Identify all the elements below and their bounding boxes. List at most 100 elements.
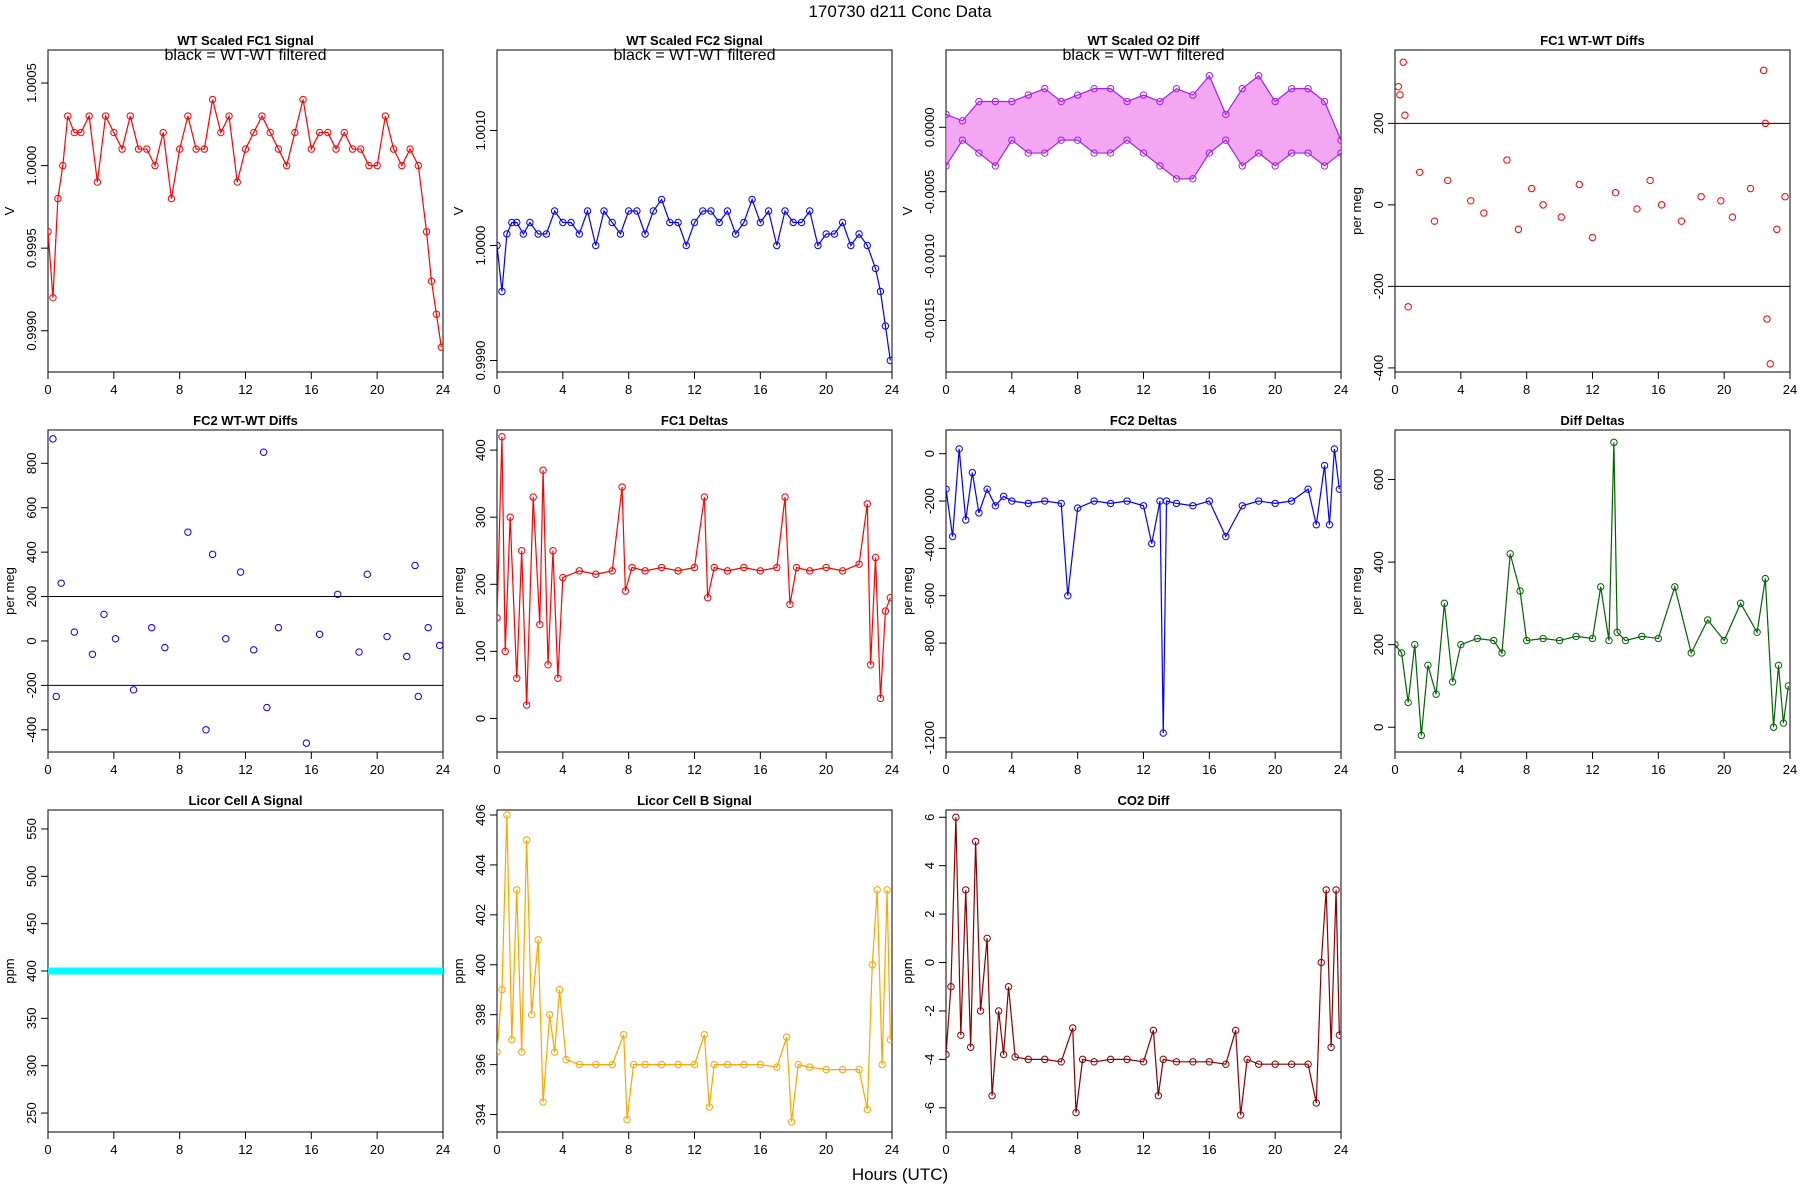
data-point <box>1106 84 1115 93</box>
data-point <box>192 145 200 153</box>
data-point <box>886 356 892 365</box>
y-tick-label: 0 <box>24 637 39 644</box>
x-tick-label: 24 <box>436 1142 450 1157</box>
data-point <box>855 230 863 238</box>
x-tick-label: 24 <box>885 762 899 777</box>
data-point <box>1399 58 1407 66</box>
data-point <box>513 218 521 227</box>
data-point <box>52 692 60 701</box>
data-point <box>389 145 398 153</box>
data-point <box>958 136 967 144</box>
x-tick-label: 24 <box>1334 762 1348 777</box>
x-tick-label: 16 <box>753 382 767 397</box>
data-point <box>526 218 534 227</box>
data-point <box>332 145 340 153</box>
data-point <box>1064 592 1072 600</box>
data-point <box>1304 149 1312 157</box>
plot-data <box>1395 438 1790 740</box>
data-point <box>544 661 552 669</box>
data-point <box>49 293 57 302</box>
x-tick-label: 8 <box>1523 762 1530 777</box>
data-point <box>710 1060 718 1069</box>
y-tick-label: 0 <box>1371 724 1386 731</box>
data-point <box>217 128 225 137</box>
y-axis-label: V <box>2 206 17 215</box>
data-point <box>1597 583 1605 591</box>
data-point <box>789 218 797 227</box>
data-point <box>946 162 950 170</box>
y-tick-label: 100 <box>473 641 488 663</box>
x-tick-label: 16 <box>753 1142 767 1157</box>
panel-title: FC2 Deltas <box>1110 413 1177 428</box>
panel-title: Licor Cell A Signal <box>189 793 303 808</box>
data-point <box>1069 1024 1077 1032</box>
y-tick-label: 300 <box>24 1055 39 1077</box>
data-point <box>1411 640 1419 649</box>
x-tick-label: 12 <box>1136 762 1150 777</box>
y-tick-label: -4 <box>922 1054 937 1066</box>
data-point <box>324 128 332 137</box>
data-point <box>1123 136 1131 144</box>
panel-title: Diff Deltas <box>1560 413 1624 428</box>
y-tick-label: 404 <box>473 854 488 876</box>
data-point <box>1671 583 1679 591</box>
plot-data <box>49 435 443 747</box>
data-point <box>871 553 880 562</box>
data-point <box>994 1007 1003 1015</box>
data-point <box>1123 1055 1131 1064</box>
data-point <box>731 230 740 238</box>
data-point <box>184 528 192 536</box>
data-point <box>1516 587 1524 595</box>
x-tick-label: 20 <box>370 1142 384 1157</box>
plot-frame <box>496 429 893 753</box>
data-point <box>1415 168 1424 176</box>
data-point <box>1539 201 1547 209</box>
data-point <box>623 1115 631 1124</box>
data-point <box>545 1010 554 1019</box>
data-point <box>1717 197 1725 205</box>
data-point <box>1156 97 1164 106</box>
data-point <box>1330 445 1339 453</box>
data-point <box>1073 504 1082 512</box>
data-point <box>948 532 957 541</box>
data-point <box>363 570 371 579</box>
data-point <box>202 726 210 734</box>
data-point <box>999 492 1008 500</box>
data-point <box>1004 983 1013 991</box>
data-point <box>529 493 537 501</box>
data-point <box>522 836 531 844</box>
data-point <box>1271 1060 1279 1068</box>
data-point <box>562 1055 570 1064</box>
y-tick-label: 800 <box>24 452 39 474</box>
data-point <box>381 112 390 120</box>
data-point <box>886 594 892 602</box>
data-point <box>1633 205 1641 213</box>
x-tick-label: 16 <box>1202 762 1216 777</box>
data-point <box>1404 698 1412 707</box>
data-point <box>797 218 806 227</box>
data-point <box>1222 136 1230 144</box>
data-point <box>740 1060 748 1069</box>
data-point <box>77 128 85 137</box>
data-point <box>1753 628 1761 636</box>
data-point <box>222 635 230 643</box>
data-point <box>1657 201 1666 209</box>
data-point <box>64 112 72 120</box>
data-point <box>1123 97 1131 106</box>
data-point <box>756 567 765 575</box>
data-point <box>1106 499 1115 508</box>
data-point <box>110 128 118 137</box>
data-point <box>549 547 557 555</box>
x-tick-label: 0 <box>1391 762 1398 777</box>
data-point <box>1011 1053 1019 1061</box>
data-point <box>786 600 794 609</box>
figure-x-label: Hours (UTC) <box>851 1165 949 1184</box>
y-tick-label: 400 <box>24 541 39 563</box>
data-point <box>1473 634 1481 643</box>
data-point <box>517 547 526 555</box>
panel-title: FC1 WT-WT Diffs <box>1540 33 1645 48</box>
data-point <box>406 145 414 153</box>
data-point <box>70 628 79 636</box>
x-tick-label: 20 <box>819 1142 833 1157</box>
y-axis-label: ppm <box>451 958 466 983</box>
